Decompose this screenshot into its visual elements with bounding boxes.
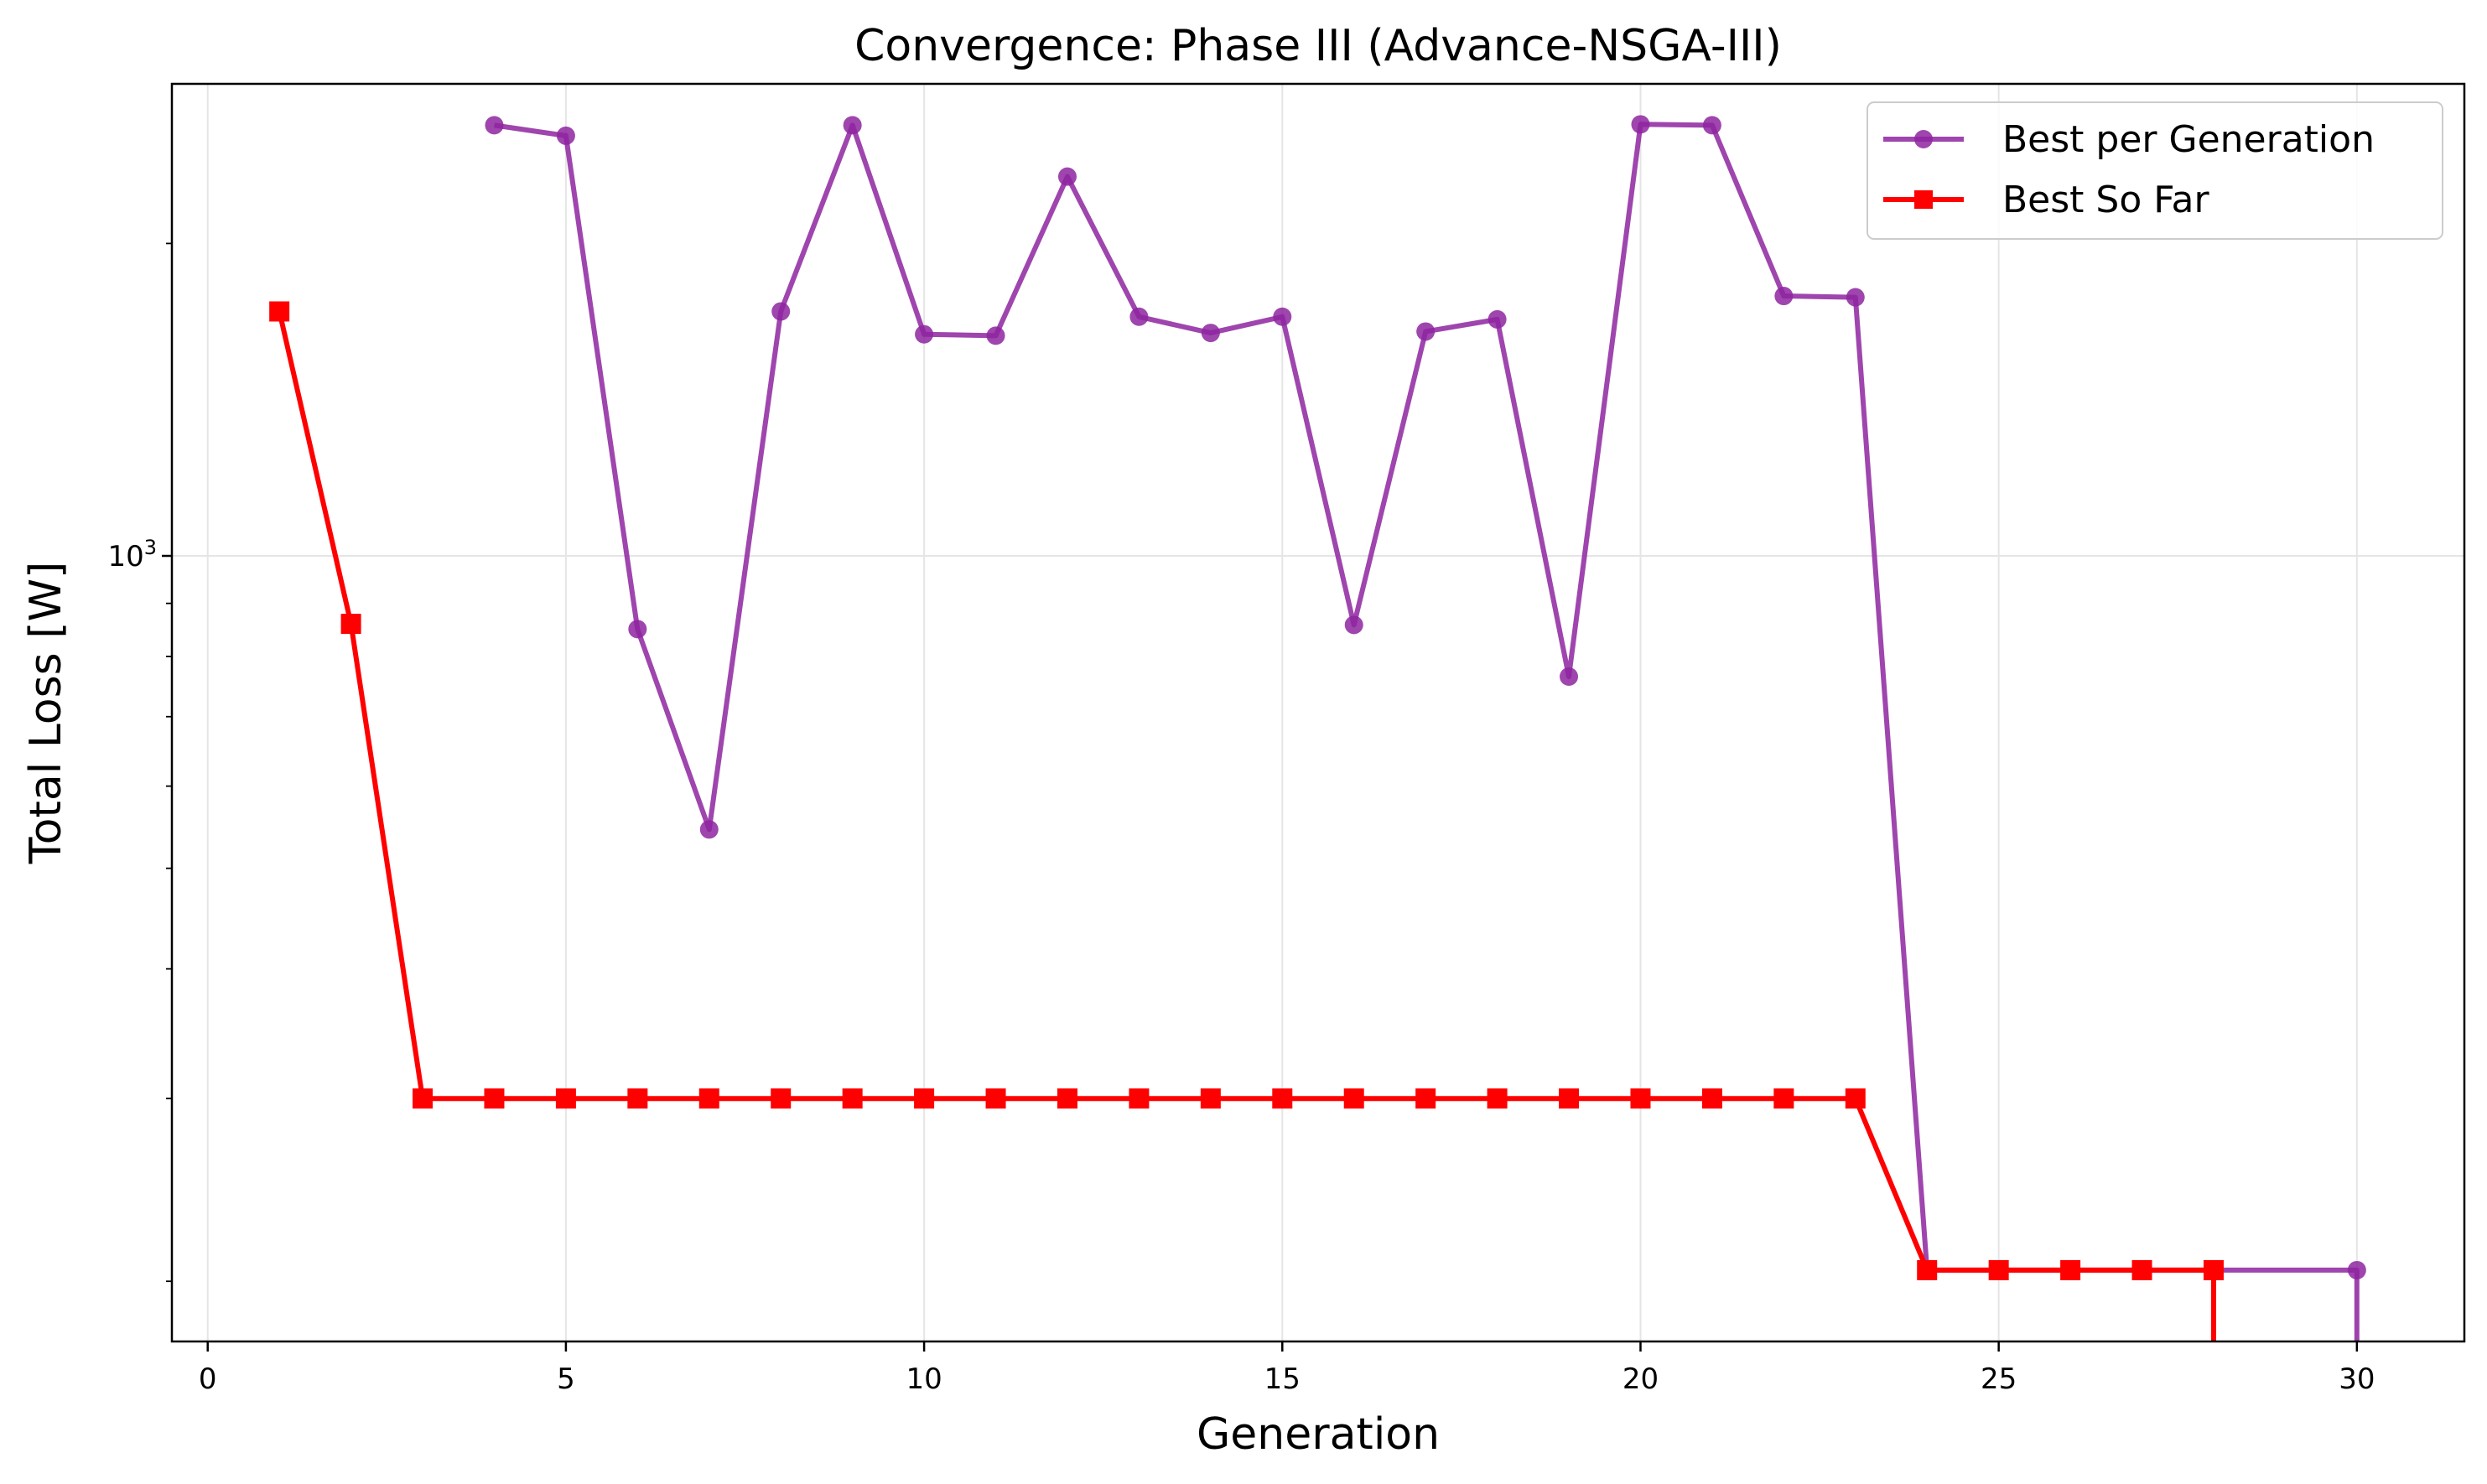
data-point-best-per-generation [1273, 307, 1292, 326]
data-point-best-so-far [269, 301, 290, 322]
x-tick-label: 20 [1623, 1362, 1659, 1396]
data-point-best-per-generation [986, 326, 1005, 345]
data-point-best-per-generation [843, 116, 862, 135]
data-point-best-so-far [1845, 1088, 1866, 1109]
data-point-best-so-far [2131, 1259, 2152, 1280]
legend-marker-square [1914, 190, 1933, 209]
data-point-best-per-generation [1201, 324, 1220, 343]
data-point-best-per-generation [1846, 288, 1865, 307]
data-point-best-so-far [1559, 1088, 1580, 1109]
data-point-best-per-generation [1129, 307, 1149, 326]
data-point-best-so-far [340, 614, 361, 635]
data-point-best-so-far [1630, 1088, 1651, 1109]
data-point-best-per-generation [556, 126, 575, 145]
data-point-best-so-far [1487, 1088, 1508, 1109]
x-tick-label: 0 [199, 1362, 217, 1396]
data-point-best-so-far [1415, 1088, 1436, 1109]
data-point-best-so-far [555, 1088, 576, 1109]
data-point-best-so-far [842, 1088, 863, 1109]
data-point-best-so-far [914, 1088, 935, 1109]
series-layer [269, 115, 2366, 1341]
data-point-best-so-far [1129, 1088, 1150, 1109]
data-point-best-per-generation [1774, 287, 1794, 306]
data-point-best-so-far [698, 1088, 719, 1109]
data-point-best-so-far [627, 1088, 648, 1109]
data-point-best-per-generation [1631, 115, 1650, 134]
x-axis-label: Generation [1197, 1409, 1440, 1460]
data-point-best-per-generation [1057, 167, 1077, 186]
legend-marker-circle [1914, 130, 1933, 148]
data-point-best-per-generation [1416, 322, 1436, 341]
data-point-best-per-generation [1560, 667, 1579, 687]
data-point-best-so-far [2203, 1259, 2224, 1280]
data-point-best-so-far [484, 1088, 505, 1109]
axis-ticks: 0 5 10 15 20 25 30 103 [107, 242, 2375, 1396]
chart-title: Convergence: Phase III (Advance-NSGA-III… [854, 21, 1782, 71]
legend: Best per Generation Best So Far [1867, 101, 2443, 240]
data-point-best-so-far [1272, 1088, 1293, 1109]
plot-frame [170, 82, 2466, 1343]
data-point-best-so-far [985, 1088, 1006, 1109]
y-tick-label: 103 [107, 536, 157, 573]
data-point-best-so-far [413, 1088, 434, 1109]
data-point-best-so-far [1988, 1259, 2009, 1280]
data-point-best-per-generation [1702, 116, 1721, 135]
data-point-best-per-generation [771, 302, 791, 321]
x-tick-label: 15 [1264, 1362, 1301, 1396]
grid [172, 84, 2464, 1341]
data-point-best-per-generation [1488, 309, 1507, 329]
x-tick-label: 10 [906, 1362, 942, 1396]
data-point-best-per-generation [699, 820, 719, 839]
data-point-best-so-far [1343, 1088, 1364, 1109]
x-tick-label: 30 [2339, 1362, 2375, 1396]
legend-box [1867, 101, 2443, 240]
legend-label-best-per-generation: Best per Generation [2002, 118, 2375, 161]
x-tick-label: 5 [557, 1362, 575, 1396]
data-point-best-per-generation [1344, 615, 1363, 635]
data-point-best-so-far [2060, 1259, 2081, 1280]
y-axis-label: Total Loss [W] [21, 562, 71, 865]
data-point-best-per-generation [915, 324, 934, 344]
legend-label-best-so-far: Best So Far [2002, 179, 2209, 221]
data-point-best-so-far [1200, 1088, 1221, 1109]
x-tick-label: 25 [1981, 1362, 2017, 1396]
data-point-best-per-generation [628, 620, 647, 639]
data-point-best-per-generation [485, 116, 504, 135]
data-point-best-so-far [1773, 1088, 1794, 1109]
data-point-best-per-generation [2347, 1260, 2366, 1279]
data-point-best-so-far [1701, 1088, 1722, 1109]
data-point-best-so-far [1057, 1088, 1077, 1109]
data-point-best-so-far [771, 1088, 792, 1109]
data-point-best-so-far [1917, 1259, 1938, 1280]
